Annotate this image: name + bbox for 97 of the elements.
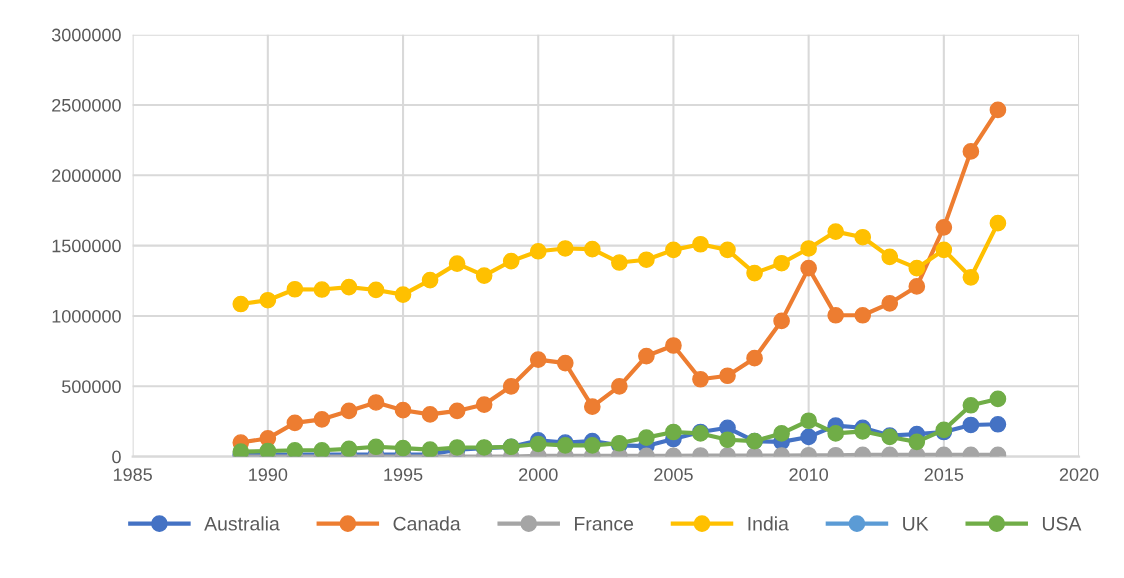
point	[962, 143, 980, 160]
point	[448, 255, 466, 272]
point	[989, 390, 1007, 408]
point	[827, 223, 845, 240]
point	[448, 402, 466, 420]
y-tick-label: 3000000	[51, 28, 121, 42]
point	[800, 412, 817, 430]
point	[286, 280, 304, 298]
point	[962, 416, 980, 434]
point	[692, 370, 709, 388]
point	[611, 377, 628, 395]
point	[313, 411, 331, 428]
point	[583, 240, 601, 258]
legend-label: UK	[903, 517, 929, 531]
point	[773, 254, 790, 272]
point	[962, 268, 980, 286]
point	[475, 267, 493, 284]
point	[394, 401, 412, 419]
point	[421, 271, 439, 289]
point	[719, 367, 736, 385]
point	[611, 254, 628, 271]
point	[475, 396, 493, 413]
point	[313, 441, 331, 457]
point	[259, 291, 277, 309]
x-tick-label: 2000	[519, 468, 558, 481]
x-tick-label: 1985	[113, 468, 152, 481]
point	[502, 377, 520, 395]
point	[367, 394, 385, 411]
point	[719, 241, 736, 259]
point	[773, 312, 790, 330]
point	[746, 349, 763, 367]
point	[908, 278, 926, 295]
point	[259, 442, 277, 457]
point	[773, 425, 790, 442]
point	[394, 439, 412, 457]
point	[638, 429, 655, 446]
point	[908, 433, 926, 451]
point	[800, 259, 817, 277]
point	[665, 241, 682, 259]
point	[313, 281, 331, 298]
point	[638, 251, 655, 269]
point	[529, 435, 547, 453]
x-tick-label: 2010	[789, 468, 829, 481]
legend-label: France	[575, 517, 634, 531]
legend-label: Australia	[204, 516, 280, 531]
point	[989, 415, 1007, 433]
x-tick-label: 2020	[1059, 468, 1099, 481]
y-tick-label: 0	[112, 450, 121, 464]
point	[638, 347, 655, 365]
point	[367, 438, 385, 456]
point	[665, 423, 682, 441]
y-tick-label: 2500000	[52, 98, 121, 112]
point	[935, 241, 953, 259]
x-tick-label: 1995	[384, 468, 423, 481]
point	[583, 398, 601, 416]
point	[827, 425, 845, 442]
point	[583, 437, 601, 454]
point	[502, 252, 520, 270]
y-tick-label: 1000000	[52, 309, 121, 323]
legend-label: Canada	[393, 516, 461, 531]
point	[529, 242, 547, 260]
point	[340, 402, 358, 420]
point	[800, 428, 817, 446]
point	[881, 248, 899, 266]
y-tick-label: 500000	[62, 380, 121, 394]
point	[908, 259, 926, 277]
y-tick-label: 2000000	[52, 169, 121, 183]
point	[692, 235, 709, 253]
point	[367, 281, 385, 299]
point	[665, 337, 682, 354]
point	[854, 228, 872, 246]
point	[286, 414, 304, 432]
point	[800, 240, 817, 257]
point	[854, 306, 872, 324]
point	[881, 294, 899, 312]
point	[394, 286, 412, 303]
point	[827, 306, 845, 324]
point	[989, 214, 1007, 232]
point	[746, 264, 763, 282]
point	[556, 240, 574, 257]
point	[989, 101, 1007, 119]
point	[962, 396, 980, 414]
point	[286, 441, 304, 457]
point	[719, 431, 736, 449]
y-tick-label: 1500000	[52, 239, 121, 253]
x-tick-label: 2015	[924, 468, 964, 481]
legend-label: India	[748, 516, 789, 531]
legend-label: USA	[1042, 516, 1082, 531]
point	[232, 295, 250, 313]
point	[421, 441, 439, 457]
x-tick-label: 2005	[654, 468, 693, 481]
point	[340, 278, 358, 296]
point	[421, 406, 439, 423]
point	[529, 351, 547, 368]
point	[556, 354, 574, 372]
x-tick-label: 1990	[249, 468, 288, 481]
point	[935, 219, 953, 236]
